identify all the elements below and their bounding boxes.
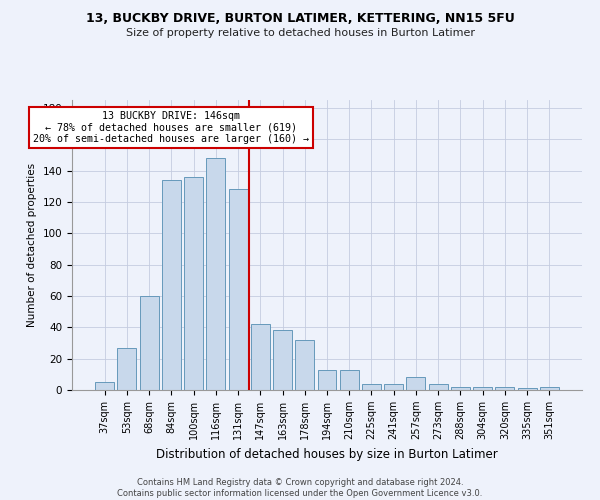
Bar [95, 382, 114, 390]
Bar [473, 387, 492, 390]
Bar [118, 348, 136, 390]
Bar [496, 387, 514, 390]
Bar [406, 378, 425, 390]
Bar [162, 180, 181, 390]
Bar [429, 384, 448, 390]
Bar [206, 158, 225, 390]
Bar [384, 384, 403, 390]
Bar [540, 387, 559, 390]
Bar [229, 190, 248, 390]
Y-axis label: Number of detached properties: Number of detached properties [27, 163, 37, 327]
Text: Contains HM Land Registry data © Crown copyright and database right 2024.
Contai: Contains HM Land Registry data © Crown c… [118, 478, 482, 498]
Text: 13 BUCKBY DRIVE: 146sqm
← 78% of detached houses are smaller (619)
20% of semi-d: 13 BUCKBY DRIVE: 146sqm ← 78% of detache… [34, 111, 310, 144]
Bar [295, 340, 314, 390]
Bar [251, 324, 270, 390]
Bar [340, 370, 359, 390]
Text: Size of property relative to detached houses in Burton Latimer: Size of property relative to detached ho… [125, 28, 475, 38]
X-axis label: Distribution of detached houses by size in Burton Latimer: Distribution of detached houses by size … [156, 448, 498, 460]
Bar [273, 330, 292, 390]
Bar [518, 388, 536, 390]
Bar [362, 384, 381, 390]
Bar [184, 177, 203, 390]
Bar [451, 387, 470, 390]
Text: 13, BUCKBY DRIVE, BURTON LATIMER, KETTERING, NN15 5FU: 13, BUCKBY DRIVE, BURTON LATIMER, KETTER… [86, 12, 514, 26]
Bar [317, 370, 337, 390]
Bar [140, 296, 158, 390]
